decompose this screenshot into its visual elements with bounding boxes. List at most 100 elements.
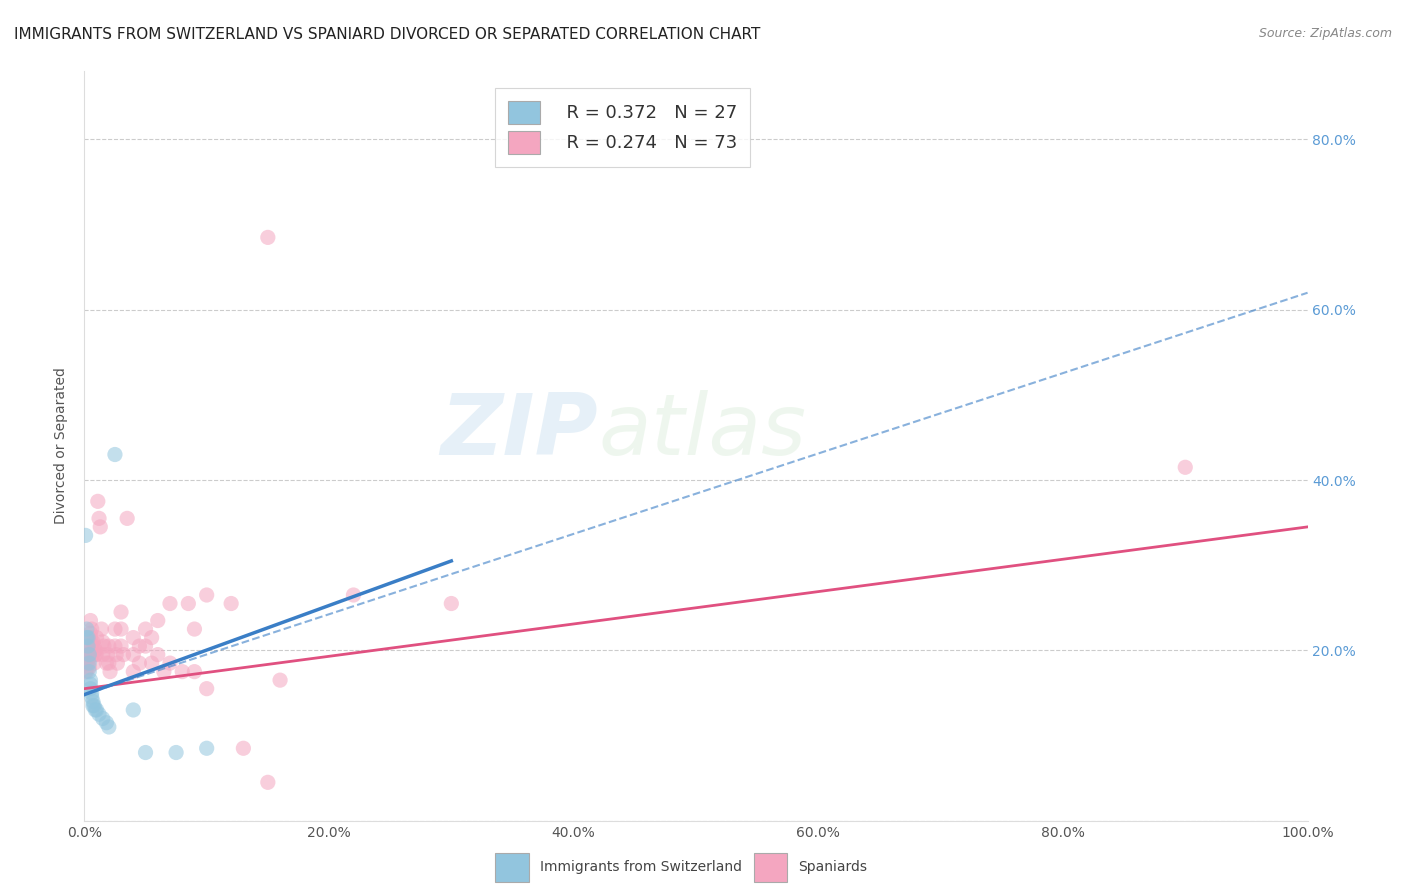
Point [183, 665, 205, 679]
Point [84, 648, 107, 662]
Point [91, 648, 114, 662]
Y-axis label: Divorced or Separated: Divorced or Separated [55, 368, 69, 524]
Point [96, 656, 118, 670]
Point [183, 622, 205, 636]
Point [77, 656, 100, 670]
Point [77, 656, 100, 670]
Point [93, 639, 115, 653]
Point [76, 631, 98, 645]
Point [79, 614, 101, 628]
Point [87, 707, 110, 722]
Point [105, 656, 128, 670]
Point [75, 656, 97, 670]
Point [122, 703, 145, 717]
Point [128, 639, 150, 653]
Point [91, 711, 114, 725]
Point [89, 520, 111, 534]
Point [122, 648, 145, 662]
Text: IMMIGRANTS FROM SWITZERLAND VS SPANIARD DIVORCED OR SEPARATED CORRELATION CHART: IMMIGRANTS FROM SWITZERLAND VS SPANIARD … [14, 27, 761, 42]
Point [232, 741, 254, 756]
Point [82, 694, 104, 708]
Point [104, 639, 127, 653]
Point [79, 626, 101, 640]
Point [135, 746, 157, 760]
Point [77, 665, 100, 679]
Point [82, 635, 104, 649]
Point [172, 665, 194, 679]
Point [77, 631, 100, 645]
Point [257, 775, 280, 789]
Point [87, 494, 110, 508]
Point [84, 703, 107, 717]
Point [257, 230, 280, 244]
Point [83, 698, 105, 713]
Point [165, 746, 187, 760]
Point [76, 622, 98, 636]
Point [79, 677, 101, 691]
Point [135, 639, 157, 653]
Point [146, 614, 169, 628]
Point [86, 703, 108, 717]
Point [80, 639, 103, 653]
Point [91, 635, 114, 649]
Point [135, 622, 157, 636]
Point [122, 665, 145, 679]
Point [83, 656, 105, 670]
Point [83, 639, 105, 653]
Text: ZIP: ZIP [440, 390, 598, 473]
Point [146, 648, 169, 662]
Point [82, 648, 104, 662]
Point [440, 597, 463, 611]
Point [159, 656, 181, 670]
Point [110, 622, 132, 636]
Point [219, 597, 242, 611]
FancyBboxPatch shape [754, 854, 787, 881]
Point [75, 528, 97, 542]
Point [128, 656, 150, 670]
Point [80, 690, 103, 705]
Point [104, 448, 127, 462]
FancyBboxPatch shape [495, 854, 529, 881]
Point [82, 698, 104, 713]
Point [98, 665, 121, 679]
Point [76, 648, 98, 662]
Point [75, 665, 97, 679]
Point [77, 643, 100, 657]
Point [80, 686, 103, 700]
Point [195, 588, 218, 602]
Point [77, 648, 100, 662]
Text: Spaniards: Spaniards [799, 861, 868, 874]
Point [97, 656, 120, 670]
Point [79, 681, 101, 696]
Point [96, 715, 118, 730]
Point [76, 656, 98, 670]
Point [1174, 460, 1197, 475]
Point [110, 605, 132, 619]
Text: atlas: atlas [598, 390, 806, 473]
Point [153, 665, 176, 679]
Point [104, 622, 127, 636]
Point [97, 720, 120, 734]
Point [77, 635, 100, 649]
Point [195, 741, 218, 756]
Point [80, 622, 103, 636]
Point [115, 511, 138, 525]
Point [195, 681, 218, 696]
Point [77, 648, 100, 662]
Point [112, 648, 135, 662]
Point [141, 631, 163, 645]
Point [79, 631, 101, 645]
Point [110, 639, 132, 653]
Text: Source: ZipAtlas.com: Source: ZipAtlas.com [1258, 27, 1392, 40]
Point [79, 673, 101, 688]
Point [159, 597, 181, 611]
Point [76, 665, 98, 679]
Point [342, 588, 364, 602]
Point [97, 648, 120, 662]
Point [141, 656, 163, 670]
Text: Immigrants from Switzerland: Immigrants from Switzerland [540, 861, 742, 874]
Point [84, 643, 107, 657]
Point [269, 673, 291, 688]
Point [97, 639, 120, 653]
Legend:   R = 0.372   N = 27,   R = 0.274   N = 73: R = 0.372 N = 27, R = 0.274 N = 73 [495, 88, 749, 167]
